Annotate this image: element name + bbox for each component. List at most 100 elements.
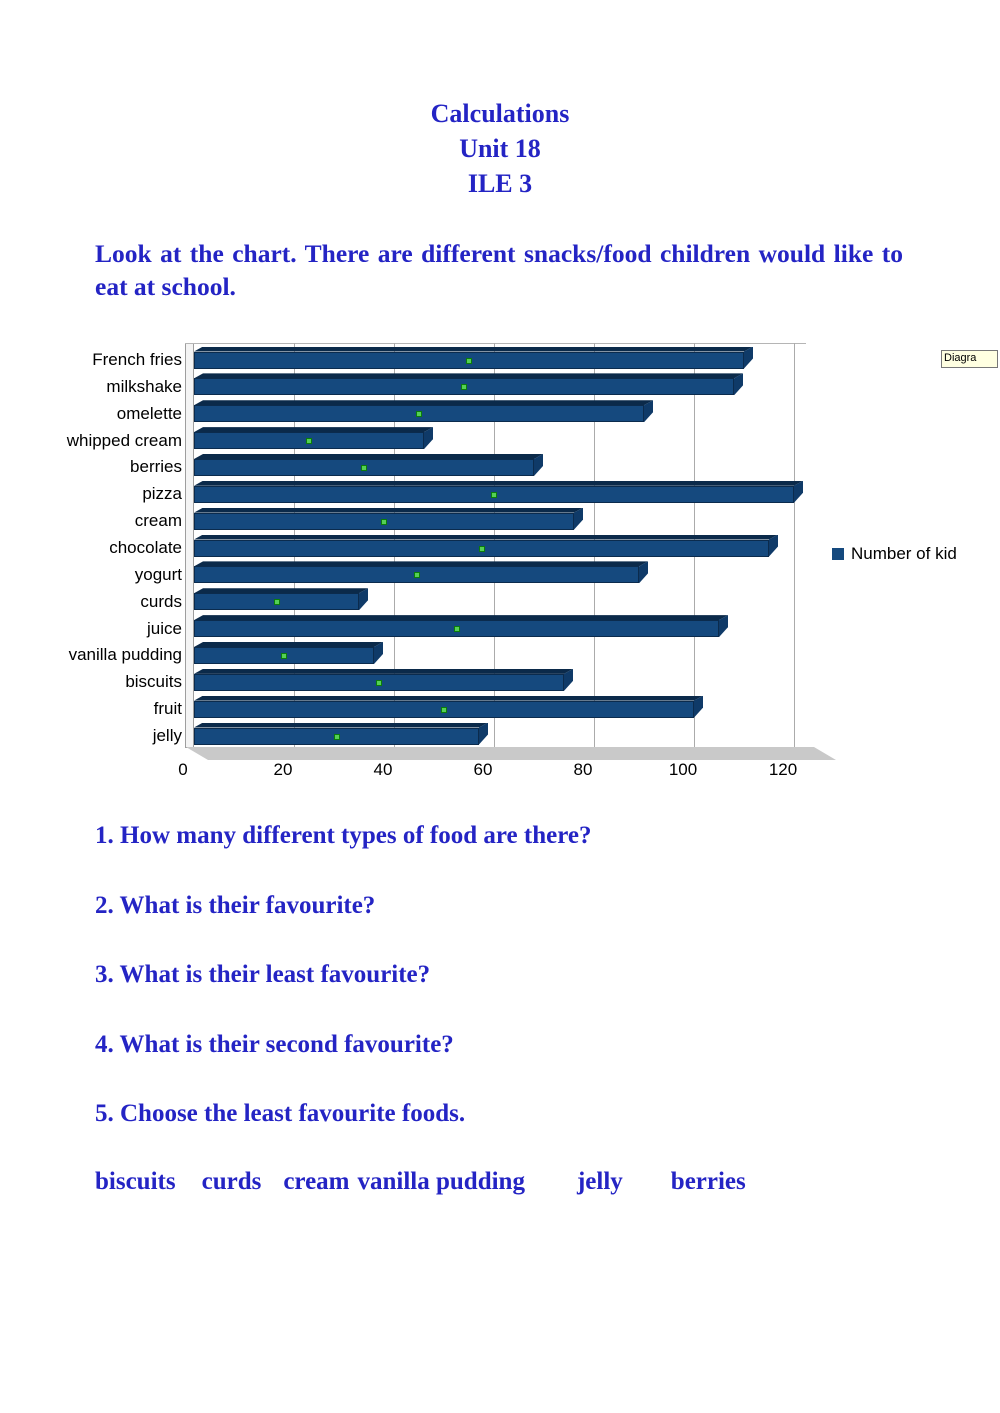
bar-end-cap [734, 373, 743, 396]
bar-top-face [194, 642, 383, 647]
chart-legend: Number of kid [832, 544, 957, 564]
bar-top-face [194, 535, 778, 540]
chart-bar [194, 534, 778, 557]
bar-top-face [194, 561, 648, 566]
bar-end-cap [769, 534, 778, 557]
chart-bar [194, 400, 653, 423]
category-label: whipped cream [66, 430, 182, 450]
category-label: jelly [152, 726, 182, 746]
word-bank-item: biscuits [95, 1168, 176, 1195]
chart-bar [194, 641, 383, 664]
bar-top-face [194, 615, 728, 620]
title-line-1: Calculations [430, 99, 570, 128]
category-label: biscuits [125, 672, 182, 692]
category-label: French fries [92, 350, 182, 369]
category-label: milkshake [106, 376, 182, 396]
chart-bar [194, 346, 753, 369]
selection-handle-icon [281, 652, 287, 659]
bar-top-face [194, 400, 653, 405]
x-tick-label: 80 [573, 760, 593, 779]
selection-handle-icon [441, 706, 447, 713]
chart-bar [194, 507, 583, 530]
question-5: 5. Choose the least favourite foods. [95, 1100, 466, 1127]
bar-top-face [194, 427, 433, 432]
bar-top-face [194, 723, 488, 728]
chart-wall-y-axis [185, 343, 194, 748]
selection-handle-icon [413, 572, 420, 579]
chart-floor [186, 747, 836, 760]
legend-label: Number of kid [851, 544, 957, 563]
bar-top-face [194, 588, 368, 593]
bar-end-cap [644, 400, 653, 423]
x-tick-label: 40 [373, 760, 393, 779]
gridline [794, 343, 795, 747]
selection-handle-icon [416, 411, 422, 418]
bar-end-cap [574, 507, 583, 530]
selection-handle-icon [461, 384, 467, 391]
selection-handle-icon [333, 733, 340, 740]
bar-end-cap [374, 641, 383, 664]
bar-end-cap [694, 695, 703, 718]
category-label: omelette [116, 403, 182, 423]
bar-top-face [194, 347, 753, 352]
selection-handle-icon [381, 518, 387, 525]
bar-end-cap [564, 668, 573, 691]
page-title: Calculations Unit 18 ILE 3 [0, 96, 1000, 201]
bar-end-cap [359, 588, 368, 611]
x-tick-label: 60 [473, 760, 493, 779]
chart-tooltip: Diagra [941, 350, 998, 368]
bar-end-cap [719, 615, 728, 638]
legend-swatch-icon [832, 548, 844, 560]
selection-handle-icon [453, 626, 460, 633]
x-tick-label: 100 [668, 760, 698, 779]
chart-bar [194, 480, 803, 503]
question-2: 2. What is their favourite? [95, 892, 376, 919]
chart-bar [194, 668, 573, 691]
word-bank-item: jelly [576, 1168, 623, 1195]
category-label: pizza [142, 484, 182, 504]
word-bank-item: cream [283, 1168, 350, 1195]
category-label: juice [147, 618, 182, 638]
category-label: curds [140, 591, 182, 611]
bar-end-cap [534, 453, 543, 476]
category-label: vanilla pudding [68, 645, 182, 665]
x-tick-label: 20 [273, 760, 293, 779]
chart-bar [194, 615, 728, 638]
bar-end-cap [424, 427, 433, 450]
category-label: fruit [153, 699, 182, 719]
selection-handle-icon [478, 545, 485, 552]
bar-top-face [194, 454, 543, 459]
title-line-3: ILE 3 [467, 169, 533, 198]
bar-top-face [194, 696, 703, 701]
selection-handle-icon [376, 679, 382, 686]
bar-top-face [194, 373, 743, 378]
bar-end-cap [639, 561, 648, 584]
chart-bar [194, 722, 488, 745]
x-tick-label: 120 [768, 760, 798, 779]
selection-handle-icon [491, 491, 497, 498]
category-label: cream [134, 511, 182, 531]
chart-bar [194, 588, 368, 611]
word-bank-item: berries [670, 1168, 746, 1195]
selection-handle-icon [273, 599, 280, 606]
question-4: 4. What is their second favourite? [95, 1031, 454, 1058]
question-3: 3. What is their least favourite? [95, 961, 431, 988]
word-bank-item: curds [201, 1168, 262, 1195]
bar-top-face [194, 669, 573, 674]
selection-handle-icon [466, 357, 472, 364]
bar-end-cap [744, 346, 753, 369]
selection-handle-icon [306, 438, 312, 445]
category-label: berries [130, 457, 182, 477]
category-label: chocolate [109, 538, 182, 558]
x-tick-label: 0 [178, 760, 188, 779]
bar-end-cap [479, 722, 488, 745]
bar-top-face [194, 481, 803, 486]
plot-top-border [185, 343, 806, 344]
question-1: 1. How many different types of food are … [95, 822, 592, 849]
chart-bar [194, 373, 743, 396]
chart-bar [194, 453, 543, 476]
intro-text: Look at the chart. There are different s… [95, 239, 903, 301]
bar-top-face [194, 508, 583, 513]
chart-bar [194, 695, 703, 718]
